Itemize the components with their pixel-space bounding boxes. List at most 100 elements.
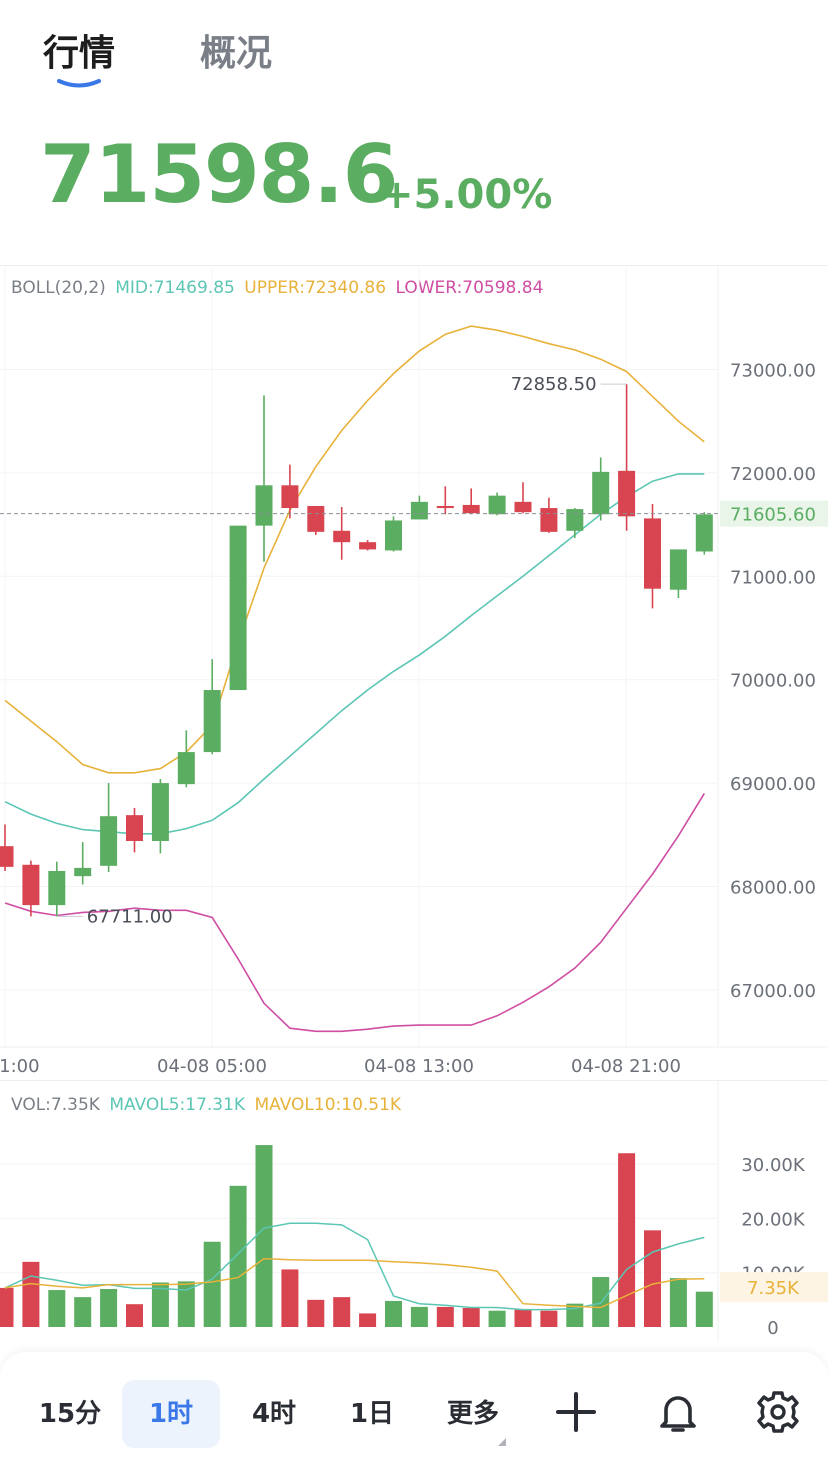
volume-bar [333, 1297, 351, 1327]
interval-toolbar: 15分 1时 4时 1日 更多 [0, 1352, 828, 1467]
price-tick-label: 68000.00 [730, 878, 816, 899]
candle-body [644, 518, 661, 589]
volume-bar [669, 1278, 687, 1327]
divider [0, 1080, 828, 1081]
candle-body [48, 870, 66, 906]
price-summary: 71598.6 +5.00% [0, 128, 828, 228]
divider [0, 265, 828, 266]
interval-1d-button[interactable]: 1日 [349, 1399, 395, 1429]
candle-body [488, 495, 506, 515]
candle-body [385, 520, 402, 551]
price-tick-label: 73000.00 [730, 361, 816, 382]
price-tick-label: 67000.00 [730, 981, 816, 1002]
price-change-percent: +5.00% [380, 172, 553, 218]
current-volume-tag [720, 1272, 828, 1303]
boll-lower-line [4, 792, 705, 1033]
candle-body [229, 525, 247, 691]
volume-bar [695, 1291, 713, 1327]
price-tick-label: 69000.00 [730, 774, 816, 795]
volume-bar [74, 1297, 92, 1327]
candle-body [333, 530, 351, 543]
volume-tick-label: 30.00K [741, 1155, 806, 1176]
current-price-tag [720, 500, 828, 527]
candle-body [22, 864, 40, 906]
volume-bar [307, 1299, 325, 1327]
candle-body [281, 485, 299, 509]
volume-bar [488, 1310, 506, 1327]
volume-bar [359, 1313, 377, 1327]
current-price-label: 71605.60 [730, 505, 816, 526]
volume-bar [566, 1303, 584, 1327]
volume-bar [151, 1282, 169, 1327]
volume-bar [281, 1269, 299, 1327]
gear-icon[interactable] [754, 1388, 802, 1436]
time-tick-label: 04-08 05:00 [157, 1056, 267, 1077]
candle-body [0, 846, 14, 867]
tab-overview[interactable]: 概况 [200, 33, 273, 74]
bell-icon[interactable] [654, 1388, 702, 1436]
low-price-label: 67711.00 [87, 906, 173, 927]
interval-15m-button[interactable]: 15分 [38, 1399, 102, 1429]
volume-bar [462, 1307, 480, 1327]
boll-mid-label: MID:71469.85 [115, 278, 235, 298]
price-tick-label: 71000.00 [730, 567, 816, 588]
candle-body [669, 549, 687, 590]
candle-body [307, 505, 325, 532]
candle-body [618, 470, 636, 517]
time-tick-label: 04-08 21:00 [571, 1056, 681, 1077]
mavol5-line [4, 1222, 705, 1311]
interval-1h-button[interactable]: 1时 [122, 1380, 220, 1448]
tab-market[interactable]: 行情 [43, 33, 116, 74]
candle-body [203, 690, 221, 753]
boll-upper-line [4, 325, 705, 774]
candle-body [514, 501, 532, 513]
mavol5-label: MAVOL5:17.31K [109, 1095, 246, 1115]
volume-bar [22, 1261, 40, 1327]
boll-label: BOLL(20,2) [11, 278, 106, 298]
candle-body [359, 542, 377, 550]
candle-body [462, 504, 480, 514]
high-price-label: 72858.50 [511, 374, 597, 395]
candle-body [592, 471, 610, 515]
boll-mid-line [4, 473, 705, 835]
time-tick-label: 7 21:00 [0, 1056, 40, 1077]
volume-legend: VOL:7.35K MAVOL5:17.31K MAVOL10:10.51K [11, 1095, 405, 1115]
boll-lower-label: LOWER:70598.84 [395, 278, 544, 298]
volume-bar [436, 1306, 454, 1327]
vol-label: VOL:7.35K [11, 1095, 100, 1115]
boll-legend: BOLL(20,2) MID:71469.85 UPPER:72340.86 L… [11, 278, 547, 298]
boll-upper-label: UPPER:72340.86 [244, 278, 387, 298]
candle-body [436, 505, 454, 509]
volume-bar [177, 1281, 195, 1327]
volume-bar [385, 1300, 402, 1327]
candle-body [100, 816, 118, 866]
price-tick-label: 72000.00 [730, 464, 816, 485]
volume-bar [410, 1306, 428, 1327]
volume-bar [618, 1153, 636, 1327]
volume-bar [540, 1310, 558, 1327]
volume-bar [229, 1185, 247, 1327]
candle-body [74, 867, 92, 877]
candle-body [126, 815, 143, 842]
volume-bar [203, 1241, 221, 1327]
dropdown-corner-icon [498, 1438, 506, 1446]
last-price: 71598.6 [40, 128, 398, 221]
candle-body [695, 514, 713, 552]
mavol10-label: MAVOL10:10.51K [254, 1095, 402, 1115]
volume-tick-label: 0 [767, 1318, 778, 1339]
price-tick-label: 70000.00 [730, 671, 816, 692]
active-tab-indicator [57, 79, 101, 88]
interval-4h-button[interactable]: 4时 [251, 1399, 297, 1429]
candle-body [177, 752, 195, 785]
volume-tick-label: 20.00K [741, 1209, 806, 1230]
candle-body [151, 783, 169, 842]
volume-bar [126, 1304, 143, 1327]
plus-icon[interactable] [552, 1388, 600, 1436]
volume-bar [644, 1230, 661, 1327]
candlestick-chart[interactable]: 73000.00 72000.00 71000.00 70000.00 69000.00… [0, 265, 828, 1085]
current-volume-label: 7.35K [747, 1278, 800, 1299]
time-tick-label: 04-08 13:00 [364, 1056, 474, 1077]
volume-bar [100, 1288, 118, 1327]
more-intervals-button[interactable]: 更多 [446, 1399, 499, 1429]
